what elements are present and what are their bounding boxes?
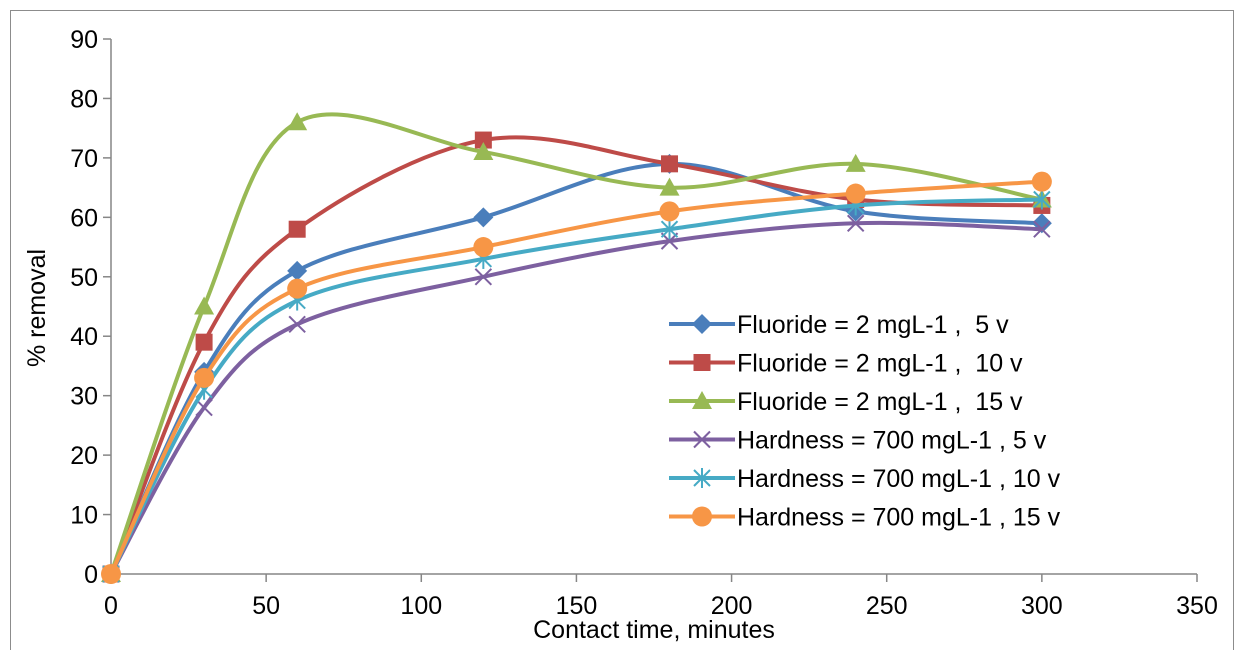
legend-entry: Hardness = 700 mgL-1 , 10 v [669,465,1061,493]
x-tick-label: 250 [866,592,908,620]
data-point-marker [661,155,679,173]
data-point-marker [194,367,215,388]
legend-entry: Hardness = 700 mgL-1 , 15 v [669,504,1061,532]
y-tick-label: 50 [70,264,98,292]
x-axis-title: Contact time, minutes [533,616,775,644]
legend-entry: Fluoride = 2 mgL-1 , 15 v [669,388,1023,416]
marker-stroke [846,214,865,232]
data-point-marker [473,141,494,160]
y-tick-label: 60 [70,204,98,232]
legend-entry: Hardness = 700 mgL-1 , 5 v [669,427,1047,455]
data-point-marker [473,237,494,258]
legend-entry: Fluoride = 2 mgL-1 , 10 v [669,350,1023,378]
series-6 [101,171,1052,584]
data-point-marker [195,333,213,351]
data-point-marker [1033,220,1051,238]
x-tick-label: 200 [711,592,753,620]
legend-label: Fluoride = 2 mgL-1 , 10 v [737,350,1023,378]
data-point-marker [693,430,711,449]
y-tick-label: 10 [70,502,98,530]
marker-stroke [195,398,213,417]
y-tick-label: 80 [70,85,98,113]
legend-label: Hardness = 700 mgL-1 , 15 v [737,504,1061,532]
y-tick-label: 0 [84,561,98,589]
chart-frame [10,10,1234,650]
data-point-marker [693,468,711,488]
x-tick-label: 0 [104,592,118,620]
y-tick-label: 90 [70,26,98,54]
marker-stroke [693,430,711,449]
data-point-marker [101,564,121,584]
data-point-marker [474,131,492,149]
data-point-marker [659,177,680,196]
series-layer [101,112,1052,584]
data-point-marker [474,268,493,286]
x-tick-label: 300 [1021,592,1063,620]
data-point-marker [692,391,712,409]
legend-label: Hardness = 700 mgL-1 , 10 v [737,465,1061,493]
data-point-marker [287,112,308,131]
data-point-marker [287,260,308,281]
x-tick-label: 150 [556,592,598,620]
data-point-marker [845,153,866,172]
data-point-marker [473,207,494,228]
legend-label: Fluoride = 2 mgL-1 , 15 v [737,388,1023,416]
data-point-marker [194,296,215,315]
y-tick-label: 70 [70,145,98,173]
marker-stroke [288,315,306,334]
data-point-marker [659,201,680,222]
data-point-marker [288,315,306,334]
marker-stroke [1033,220,1051,238]
data-point-marker [693,354,711,371]
data-point-marker [1031,171,1052,192]
marker-stroke [474,268,493,286]
data-point-marker [660,219,679,240]
x-tick-label: 350 [1176,592,1218,620]
y-tick-label: 40 [70,323,98,351]
legend-label: Hardness = 700 mgL-1 , 5 v [737,427,1047,455]
x-tick-label: 100 [400,592,442,620]
y-tick-label: 20 [70,442,98,470]
data-point-marker [288,220,306,238]
data-point-marker [692,314,712,334]
axes: 0 10 20 30 40 50 60 70 80 90 0 50 100 150 200 250 300 350 [70,26,1218,620]
legend: Fluoride = 2 mgL-1 , 5 v Fluoride = 2 mgL… [669,311,1061,532]
legend-entry: Fluoride = 2 mgL-1 , 5 v [669,311,1009,339]
data-point-marker [195,398,213,417]
data-point-marker [846,214,865,232]
x-tick-label: 50 [252,592,280,620]
data-point-marker [845,183,866,204]
data-point-marker [1033,189,1051,210]
data-point-marker [692,506,712,527]
y-tick-label: 30 [70,383,98,411]
data-point-marker [287,278,308,299]
y-axis-title: % removal [23,249,51,367]
legend-label: Fluoride = 2 mgL-1 , 5 v [737,311,1009,339]
